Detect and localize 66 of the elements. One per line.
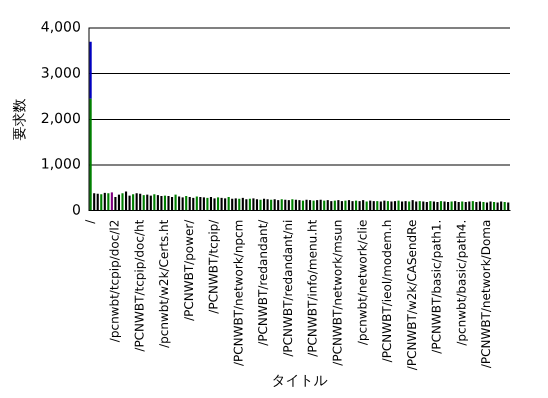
bar	[504, 202, 506, 210]
x-tick-label: /PCNWBT/network/npcm	[231, 220, 246, 366]
bar	[107, 193, 110, 210]
bar	[408, 202, 410, 210]
bar	[270, 200, 272, 210]
bar	[110, 192, 113, 210]
x-tick-label: /PCNWBT/tcpip/doc/ht	[132, 219, 146, 352]
bar	[334, 200, 336, 210]
x-tick-label: /PCNWBT/info/menu.ht	[306, 219, 320, 357]
x-tick-label: /PCNWBT/ieol/modem.h	[380, 220, 394, 362]
bar	[90, 42, 92, 99]
x-tick-label: /pcnwbt/tcpip/doc/l2	[108, 220, 122, 342]
bar	[132, 194, 134, 210]
y-axis-title: 要求数	[12, 98, 28, 140]
bar	[216, 197, 220, 210]
x-tick-label: /PCNWBT/redandant/	[256, 218, 270, 346]
bar	[174, 194, 177, 210]
bar	[482, 202, 485, 210]
bar	[196, 196, 198, 210]
bar	[429, 201, 432, 210]
x-tick-label: /	[82, 218, 97, 224]
y-tick-label: 1,000	[40, 156, 81, 173]
x-axis-title: タイトル	[271, 373, 328, 390]
x-tick-label: /pcnwbt/basic/path4.	[454, 220, 468, 346]
y-tick-label: 4,000	[40, 20, 81, 36]
x-tick-label: /pcnwbt/network/clie	[355, 220, 370, 346]
bar	[90, 98, 92, 210]
bar	[248, 198, 251, 210]
bar	[153, 194, 156, 210]
bar	[302, 200, 304, 210]
bar	[355, 200, 358, 210]
y-tick-label: 2,000	[40, 110, 81, 127]
bar	[142, 195, 145, 210]
x-tick-label: /PCNWBT/redandant/ni	[280, 220, 295, 357]
bar	[472, 201, 474, 210]
bar	[397, 200, 400, 210]
bar	[280, 199, 283, 210]
bar	[418, 201, 421, 210]
x-tick-label: /PCNWBT/w2k/CASendRe	[404, 220, 419, 370]
bar	[493, 202, 496, 210]
bar	[376, 201, 378, 210]
bar	[323, 200, 326, 210]
bar	[228, 196, 230, 210]
bar	[238, 198, 240, 210]
bar	[450, 202, 453, 210]
x-tick-label: /PCNWBT/tcpip/	[206, 218, 221, 314]
bar	[185, 196, 188, 210]
x-tick-label: /PCNWBT/power/	[182, 218, 196, 321]
bar	[344, 200, 347, 210]
x-tick-label: /PCNWBT/basic/path1.	[430, 220, 444, 354]
bar	[386, 201, 389, 210]
bar	[121, 193, 124, 210]
bar	[259, 200, 262, 210]
bar	[206, 198, 208, 210]
bar	[366, 202, 368, 210]
bar	[164, 196, 166, 210]
x-tick-label: /PCNWBT/network/Doma	[479, 220, 494, 368]
y-tick-label: 0	[72, 202, 81, 218]
y-tick-label: 3,000	[40, 65, 81, 82]
bar	[100, 194, 102, 210]
bar	[440, 201, 442, 210]
x-tick-label: /PCNWBT/network/msun	[330, 220, 344, 366]
bar	[312, 200, 315, 210]
x-tick-label: /pcnwbt/w2k/Certs.ht	[157, 219, 172, 348]
bar	[291, 199, 294, 210]
bar	[461, 202, 464, 210]
